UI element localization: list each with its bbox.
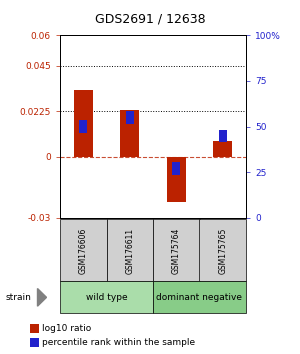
- Bar: [214, 141, 232, 157]
- Text: percentile rank within the sample: percentile rank within the sample: [42, 338, 195, 347]
- Bar: [167, 157, 185, 201]
- Text: wild type: wild type: [86, 293, 127, 302]
- Text: GSM176611: GSM176611: [125, 227, 134, 274]
- Text: GSM175765: GSM175765: [218, 227, 227, 274]
- Text: GSM176606: GSM176606: [79, 227, 88, 274]
- Text: dominant negative: dominant negative: [157, 293, 242, 302]
- Bar: [79, 120, 87, 133]
- Bar: [126, 112, 134, 124]
- Text: GSM175764: GSM175764: [172, 227, 181, 274]
- Text: strain: strain: [6, 293, 32, 302]
- Bar: [74, 90, 93, 157]
- Bar: [172, 162, 180, 175]
- Text: log10 ratio: log10 ratio: [42, 324, 91, 333]
- Bar: [121, 110, 139, 157]
- Text: GDS2691 / 12638: GDS2691 / 12638: [95, 12, 205, 25]
- Bar: [219, 130, 227, 142]
